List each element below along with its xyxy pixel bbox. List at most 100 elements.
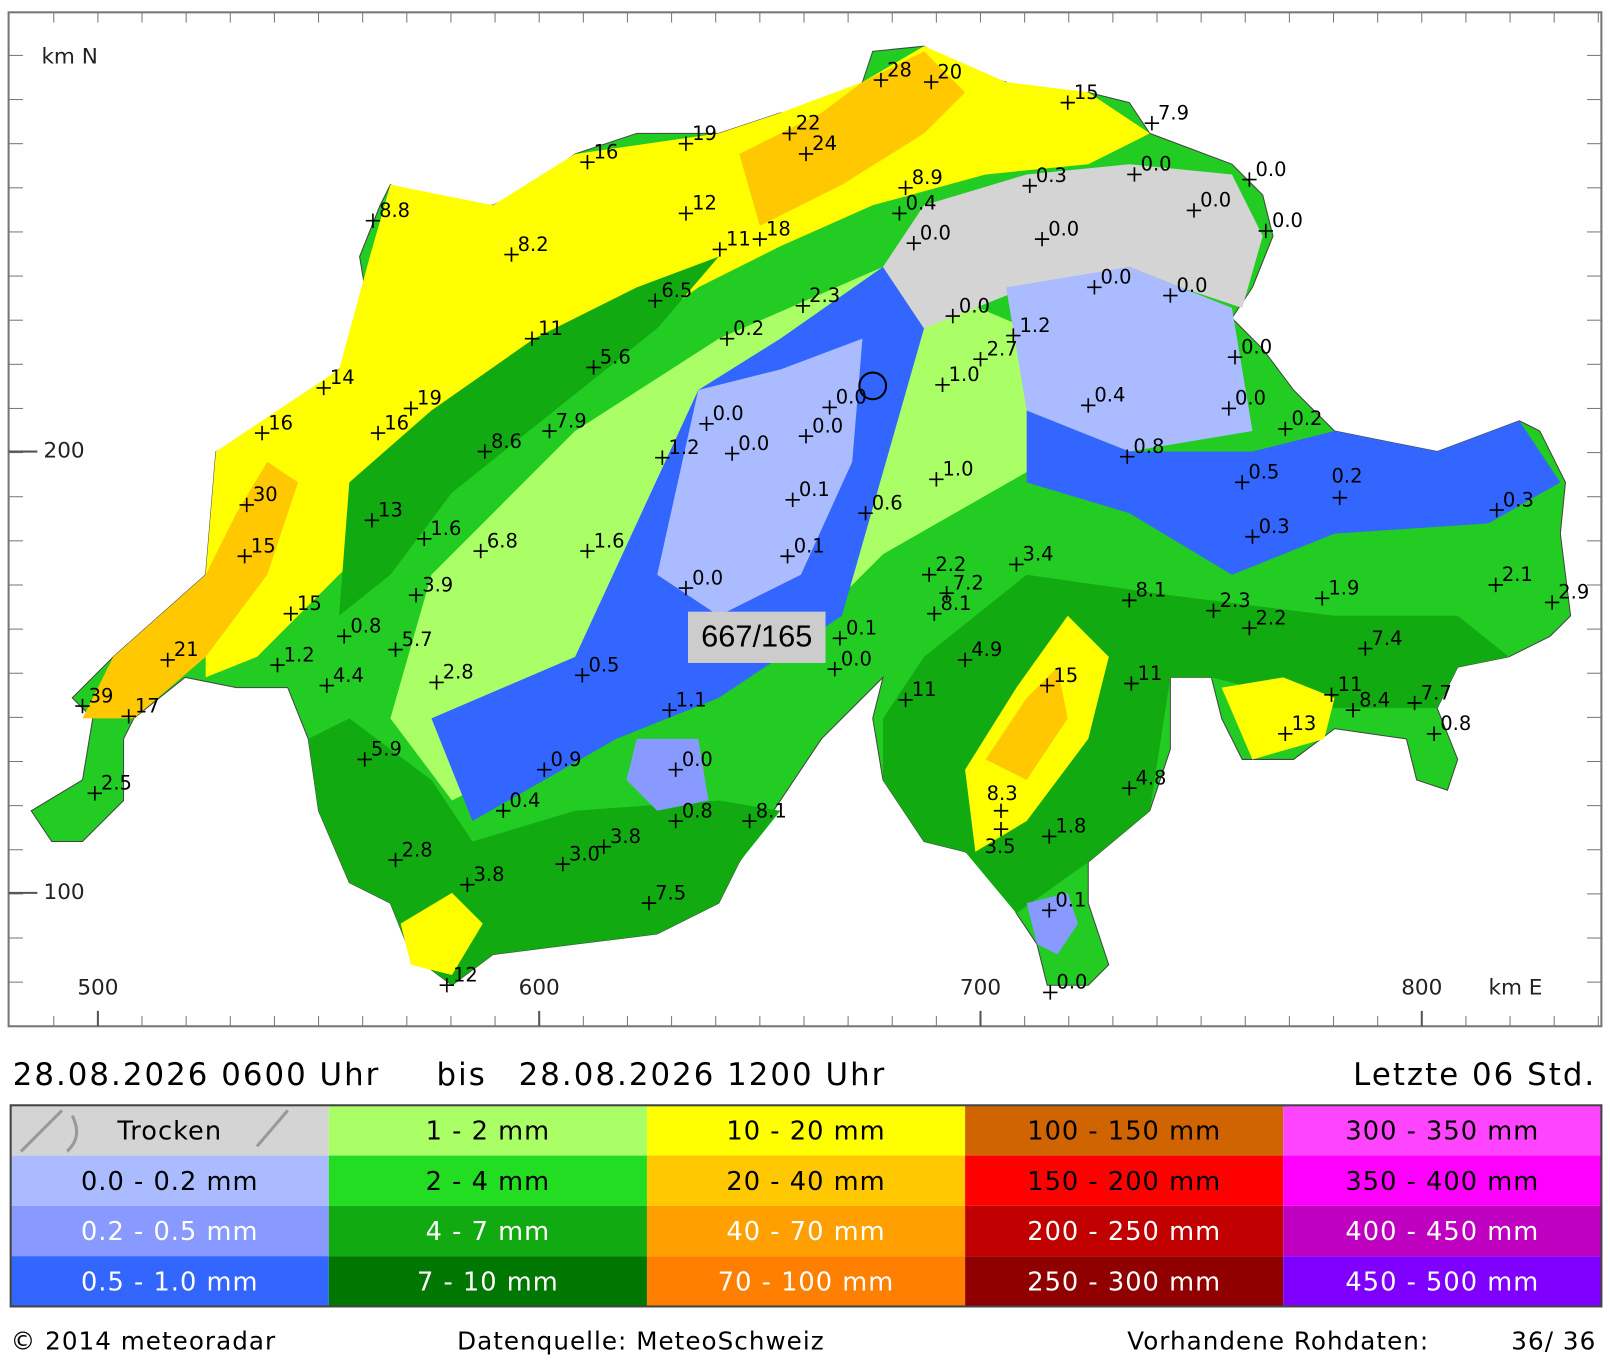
station-value: 5.6 <box>600 346 631 369</box>
station-marker <box>993 803 1009 818</box>
station-marker <box>898 692 913 708</box>
station-value: 11 <box>1338 673 1363 696</box>
station-marker <box>1242 620 1257 636</box>
station-marker <box>1081 398 1096 413</box>
map-area <box>30 45 1572 986</box>
station-value: 0.1 <box>799 478 830 501</box>
station-marker <box>939 586 954 601</box>
station-marker <box>580 154 595 170</box>
station-marker <box>780 549 795 564</box>
legend-label: 0.0 - 0.2 mm <box>81 1167 259 1197</box>
station-marker <box>873 72 889 88</box>
station-value: 8.6 <box>491 430 522 453</box>
station-value: 3.8 <box>610 825 641 848</box>
station-marker <box>408 588 424 603</box>
station-value: 2.5 <box>101 772 132 795</box>
station-marker <box>1278 726 1293 741</box>
station-value: 2.2 <box>1256 606 1287 629</box>
station-value: 0.0 <box>1200 189 1231 212</box>
station-marker <box>641 895 657 911</box>
station-marker <box>993 822 1009 837</box>
legend: Trocken 1 - 2 mm 10 - 20 mm 100 - 150 mm 300… <box>10 1105 1602 1307</box>
station-value: 2.3 <box>809 284 840 307</box>
station-marker <box>1206 603 1221 618</box>
station-value: 0.5 <box>1248 461 1279 484</box>
legend-swatch <box>646 1205 966 1257</box>
station-value: 7.7 <box>1421 681 1452 704</box>
period-connector: bis <box>437 1057 487 1093</box>
station-marker <box>678 136 694 151</box>
rain-area <box>400 892 483 975</box>
station-marker <box>898 180 913 195</box>
station-marker <box>1127 167 1142 182</box>
station-value: 7.9 <box>1158 101 1189 124</box>
rain-area <box>1221 677 1335 760</box>
station-value: 3.0 <box>569 842 600 865</box>
station-value: 0.0 <box>682 748 713 771</box>
station-marker <box>254 425 270 441</box>
legend-swatch <box>328 1205 647 1257</box>
station-value: 2.2 <box>935 553 966 576</box>
station-value: 19 <box>692 122 717 145</box>
station-value: 20 <box>937 60 962 83</box>
station-value: 0.4 <box>509 789 540 812</box>
station-value: 1.2 <box>284 643 315 666</box>
station-value: 0.0 <box>1177 274 1208 297</box>
rain-area <box>657 338 863 616</box>
marker-label: 667/165 <box>701 618 812 653</box>
station-value: 14 <box>330 366 355 389</box>
station-marker <box>699 416 714 432</box>
station-marker <box>596 839 612 854</box>
station-marker <box>388 642 403 657</box>
station-value: 8.4 <box>1359 688 1390 711</box>
station-marker <box>439 978 455 993</box>
station-value: 0.0 <box>920 221 951 244</box>
station-value: 12 <box>692 192 717 215</box>
station-marker <box>1122 593 1137 608</box>
legend-swatch <box>328 1256 647 1307</box>
station-value: 2.8 <box>443 661 474 684</box>
station-value: 2.3 <box>1220 589 1251 612</box>
station-value: 5.7 <box>402 628 433 651</box>
station-marker <box>742 813 757 829</box>
station-value: 11 <box>1138 662 1163 685</box>
station-marker <box>822 400 837 415</box>
station-marker <box>1426 726 1442 741</box>
station-value: 0.6 <box>872 491 903 514</box>
station-marker <box>924 74 939 90</box>
station-marker <box>316 380 331 396</box>
station-marker <box>1186 203 1202 218</box>
station-marker <box>798 428 814 444</box>
station-value: 12 <box>453 963 478 986</box>
legend-label: 2 - 4 mm <box>426 1167 551 1197</box>
legend-label: 40 - 70 mm <box>726 1217 885 1247</box>
legend-swatch <box>10 1155 329 1206</box>
y-tick-label: 100 <box>44 880 85 905</box>
station-marker <box>945 308 960 324</box>
legend-swatch <box>1283 1155 1602 1206</box>
station-value: 3.4 <box>1023 543 1054 566</box>
legend-label: 0.5 - 1.0 mm <box>81 1267 259 1297</box>
frame-ticks: 500 600 700 800 200 100 <box>8 12 1602 1027</box>
station-marker <box>1043 985 1058 1000</box>
station-marker <box>1022 178 1037 193</box>
x-tick-label: 700 <box>960 975 1001 1000</box>
station-marker <box>237 549 252 564</box>
station-marker <box>575 668 590 683</box>
period-to: 28.08.2026 1200 Uhr <box>519 1057 887 1093</box>
station-marker <box>1258 223 1273 239</box>
station-marker <box>752 231 768 247</box>
station-marker <box>1060 95 1075 110</box>
station-value: 1.6 <box>594 529 625 552</box>
station-value: 0.8 <box>1133 435 1164 458</box>
station-marker <box>827 661 842 677</box>
station-marker <box>1489 502 1504 518</box>
station-marker <box>586 360 601 375</box>
station-marker <box>239 497 254 513</box>
rain-area <box>339 256 719 616</box>
station-marker <box>1332 490 1347 505</box>
legend-swatch <box>10 1205 329 1257</box>
station-value: 0.8 <box>682 799 713 822</box>
station-value: 15 <box>297 592 322 615</box>
station-marker <box>75 698 90 714</box>
